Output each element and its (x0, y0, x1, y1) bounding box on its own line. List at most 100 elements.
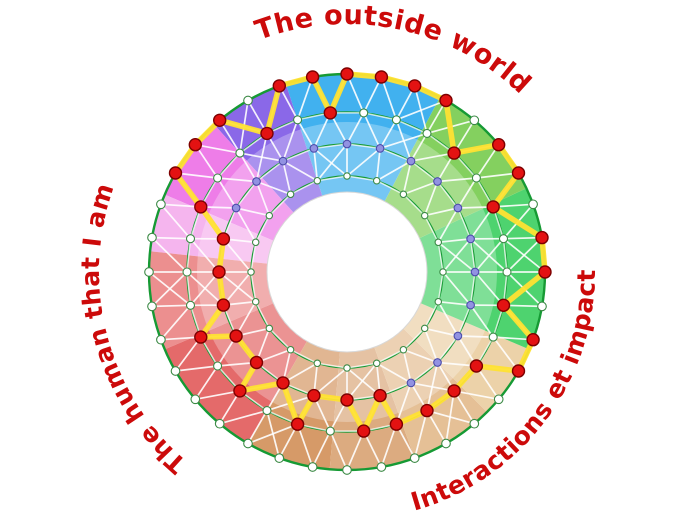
graph-node[interactable] (439, 268, 447, 276)
graph-node[interactable] (307, 462, 318, 472)
red-node[interactable] (216, 232, 231, 246)
graph-node[interactable] (156, 199, 166, 210)
red-node[interactable] (408, 79, 422, 93)
graph-node[interactable] (528, 199, 538, 210)
graph-node[interactable] (265, 211, 274, 220)
red-node[interactable] (212, 265, 226, 279)
graph-node[interactable] (278, 156, 288, 166)
graph-node[interactable] (156, 334, 166, 345)
graph-node[interactable] (406, 156, 416, 166)
graph-node[interactable] (422, 128, 432, 138)
graph-node[interactable] (376, 462, 387, 472)
red-node[interactable] (305, 70, 320, 84)
graph-node[interactable] (391, 115, 401, 125)
graph-node[interactable] (359, 108, 369, 118)
graph-node[interactable] (420, 324, 429, 333)
red-node[interactable] (469, 359, 484, 373)
graph-node[interactable] (433, 358, 442, 367)
graph-node[interactable] (466, 300, 475, 310)
graph-node[interactable] (399, 190, 408, 199)
graph-node[interactable] (309, 144, 319, 153)
graph-node[interactable] (493, 394, 504, 405)
graph-node[interactable] (251, 238, 260, 247)
red-node[interactable] (212, 113, 227, 128)
graph-node[interactable] (420, 211, 429, 220)
graph-node[interactable] (252, 177, 261, 186)
red-node[interactable] (290, 417, 305, 431)
graph-node[interactable] (313, 176, 322, 185)
red-node[interactable] (389, 417, 404, 431)
red-node[interactable] (526, 333, 540, 347)
red-node[interactable] (340, 67, 354, 81)
graph-node[interactable] (182, 267, 192, 277)
graph-node[interactable] (213, 361, 223, 371)
graph-node[interactable] (434, 238, 443, 247)
red-node[interactable] (511, 166, 526, 180)
graph-node[interactable] (251, 297, 260, 306)
red-node[interactable] (194, 330, 208, 344)
graph-node[interactable] (375, 144, 385, 153)
graph-node[interactable] (265, 324, 274, 333)
graph-node[interactable] (469, 418, 480, 429)
graph-node[interactable] (185, 300, 196, 310)
graph-node[interactable] (243, 438, 253, 449)
graph-node[interactable] (399, 345, 408, 354)
graph-node[interactable] (243, 95, 253, 106)
graph-node[interactable] (147, 301, 157, 312)
graph-node[interactable] (286, 345, 295, 354)
red-node[interactable] (492, 137, 506, 152)
graph-node[interactable] (470, 267, 480, 277)
red-node[interactable] (340, 393, 354, 407)
graph-node[interactable] (170, 366, 181, 376)
graph-node[interactable] (409, 453, 420, 463)
red-node[interactable] (188, 137, 203, 152)
red-node[interactable] (229, 329, 243, 343)
red-node[interactable] (260, 126, 274, 141)
red-node[interactable] (420, 403, 434, 418)
red-node[interactable] (496, 298, 511, 312)
graph-node[interactable] (313, 359, 322, 368)
graph-node[interactable] (213, 173, 223, 183)
graph-node[interactable] (286, 190, 295, 199)
graph-node[interactable] (190, 394, 201, 405)
graph-node[interactable] (471, 173, 481, 183)
graph-node[interactable] (433, 177, 442, 186)
red-node[interactable] (272, 79, 286, 93)
red-node[interactable] (374, 70, 389, 84)
red-node[interactable] (233, 384, 247, 398)
graph-node[interactable] (342, 465, 352, 475)
graph-node[interactable] (372, 176, 381, 185)
graph-node[interactable] (325, 426, 335, 436)
red-node[interactable] (307, 388, 321, 403)
graph-node[interactable] (537, 301, 547, 312)
graph-node[interactable] (235, 148, 245, 158)
graph-node[interactable] (293, 115, 303, 125)
red-node[interactable] (447, 384, 461, 398)
graph-node[interactable] (434, 297, 443, 306)
graph-node[interactable] (453, 203, 463, 213)
graph-node[interactable] (466, 234, 475, 244)
red-node[interactable] (168, 166, 183, 180)
red-node[interactable] (538, 265, 552, 279)
red-node[interactable] (276, 376, 290, 390)
red-node[interactable] (216, 298, 231, 312)
graph-node[interactable] (469, 115, 480, 126)
graph-node[interactable] (247, 268, 255, 276)
red-node[interactable] (447, 146, 461, 160)
red-node[interactable] (439, 93, 453, 108)
graph-node[interactable] (372, 359, 381, 368)
graph-node[interactable] (502, 267, 512, 277)
graph-node[interactable] (147, 232, 157, 243)
graph-node[interactable] (262, 406, 272, 416)
red-node[interactable] (535, 230, 549, 245)
graph-node[interactable] (231, 203, 241, 213)
graph-node[interactable] (343, 172, 351, 180)
red-node[interactable] (194, 200, 208, 214)
red-node[interactable] (511, 364, 526, 378)
graph-node[interactable] (406, 378, 416, 388)
graph-node[interactable] (441, 438, 451, 449)
red-node[interactable] (249, 355, 264, 370)
graph-node[interactable] (343, 364, 351, 372)
red-node[interactable] (373, 388, 387, 403)
graph-node[interactable] (342, 139, 352, 149)
